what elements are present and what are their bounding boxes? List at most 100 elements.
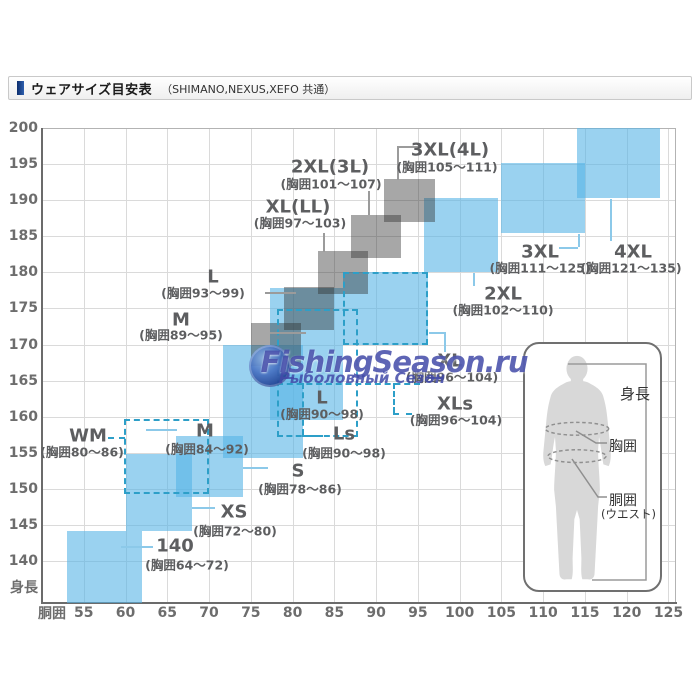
connector-line	[146, 429, 177, 431]
x-axis-title: 胴囲	[38, 606, 66, 622]
chest-range-label: (胸囲102～110)	[452, 302, 554, 318]
size-label: 2XL(3L)	[290, 156, 370, 178]
chest-range-label: (胸囲89～95)	[139, 327, 223, 343]
connector-line	[393, 413, 412, 417]
body-measure-panel	[523, 342, 662, 592]
chest-range-label: (胸囲105～111)	[396, 159, 498, 175]
gridline-vertical	[501, 128, 503, 603]
connector-line	[444, 332, 446, 352]
y-axis-tick-label: 150	[8, 480, 38, 497]
size-box-wm	[123, 418, 210, 494]
x-axis-tick-label: 105	[486, 605, 517, 621]
y-axis-tick-label: 190	[8, 192, 38, 209]
x-axis-tick-label: 115	[570, 605, 600, 621]
x-axis-tick-label: 120	[612, 605, 642, 621]
size-box-l	[284, 286, 335, 331]
chest-range-label: (胸囲90～98)	[280, 406, 364, 422]
x-axis-tick-label: 65	[157, 605, 178, 621]
gridline-horizontal	[42, 561, 676, 563]
size-label: XL	[437, 350, 463, 372]
gridline-vertical	[209, 128, 211, 603]
size-label: XL(LL)	[265, 196, 331, 218]
x-axis-tick-label: 55	[74, 605, 94, 621]
y-axis-title: 身長	[10, 580, 38, 596]
chest-range-label: (胸囲101～107)	[280, 176, 382, 192]
x-axis-tick-label: 95	[408, 605, 428, 621]
x-axis-tick-label: 125	[653, 605, 684, 621]
size-label: S	[291, 460, 305, 482]
y-axis-tick-label: 160	[8, 408, 38, 425]
connector-line	[318, 372, 320, 390]
x-axis-tick-label: 90	[366, 605, 386, 621]
gridline-vertical	[167, 128, 169, 603]
chest-range-label: (胸囲111～125)	[489, 260, 591, 276]
size-label: M	[172, 309, 190, 331]
gridline-horizontal	[42, 488, 676, 490]
x-axis-tick-label: 75	[241, 605, 261, 621]
connector-line	[473, 273, 475, 286]
connector-line	[368, 191, 370, 215]
y-axis-tick-label: 140	[8, 553, 38, 570]
y-axis-tick-label: 200	[8, 120, 38, 136]
chest-range-label: (胸囲93～99)	[161, 285, 245, 301]
size-label: 2XL	[484, 283, 522, 305]
connector-line	[318, 372, 336, 374]
gridline-vertical	[459, 128, 461, 603]
size-label: 3XL	[521, 241, 559, 263]
gridline-horizontal	[42, 452, 676, 454]
y-axis-tick-label: 185	[8, 228, 38, 245]
x-axis-tick-label: 60	[115, 605, 136, 621]
chest-range-label: (胸囲84～92)	[165, 441, 249, 457]
connector-line	[559, 247, 578, 249]
gridline-horizontal	[42, 380, 676, 382]
x-axis-tick-label: 100	[445, 605, 475, 621]
connector-line	[108, 437, 125, 441]
connector-line	[397, 146, 399, 180]
size-box-4xl	[576, 128, 661, 199]
connector-line	[265, 292, 296, 294]
chest-range-label: (胸囲96～104)	[405, 369, 499, 385]
connector-line	[578, 234, 580, 247]
panel-waist-sub-label: (ウエスト)	[601, 507, 656, 521]
y-axis-tick-label: 195	[8, 156, 38, 173]
gridline-vertical	[417, 128, 419, 603]
gridline-vertical	[83, 128, 85, 603]
size-label: 3XL(4L)	[410, 139, 490, 161]
page-header: ウェアサイズ目安表 （SHIMANO,NEXUS,XEFO 共通）	[8, 76, 692, 100]
connector-line	[192, 507, 215, 509]
page-subtitle: （SHIMANO,NEXUS,XEFO 共通）	[161, 82, 336, 96]
size-label: L	[316, 387, 328, 409]
panel-height-label: 身長	[620, 385, 651, 403]
chest-range-label: (胸囲80～86)	[40, 444, 124, 460]
connector-line	[429, 332, 444, 334]
connector-line	[277, 383, 420, 387]
size-label: 140	[156, 535, 194, 557]
connector-line	[243, 467, 268, 469]
size-box-3xl	[501, 163, 585, 234]
size-label: L	[207, 266, 219, 288]
size-label: M	[196, 420, 214, 442]
size-box-2xl	[423, 198, 499, 273]
size-box-xls	[342, 272, 428, 346]
gridline-horizontal	[42, 236, 676, 238]
chest-range-label: (胸囲78～86)	[258, 481, 342, 497]
header-accent-bar	[17, 81, 24, 95]
chest-range-label: (胸囲90～98)	[302, 445, 386, 461]
x-axis-tick-label: 70	[199, 605, 219, 621]
gridline-horizontal	[42, 525, 676, 527]
y-axis-tick-label: 170	[8, 336, 38, 353]
x-axis-tick-label: 85	[324, 605, 345, 621]
y-axis-tick-label: 180	[8, 264, 38, 281]
connector-line	[397, 146, 421, 148]
gridline-horizontal	[42, 416, 676, 418]
connector-line	[610, 199, 612, 241]
chest-range-label: (胸囲64～72)	[145, 557, 229, 573]
size-box-140	[67, 530, 143, 603]
chest-range-label: (胸囲121～135)	[580, 260, 682, 276]
chest-range-label: (胸囲72～80)	[193, 523, 277, 539]
gridline-horizontal	[42, 200, 676, 202]
page-title: ウェアサイズ目安表	[31, 82, 153, 98]
size-label: WM	[69, 425, 107, 447]
y-axis-tick-label: 165	[8, 372, 38, 389]
